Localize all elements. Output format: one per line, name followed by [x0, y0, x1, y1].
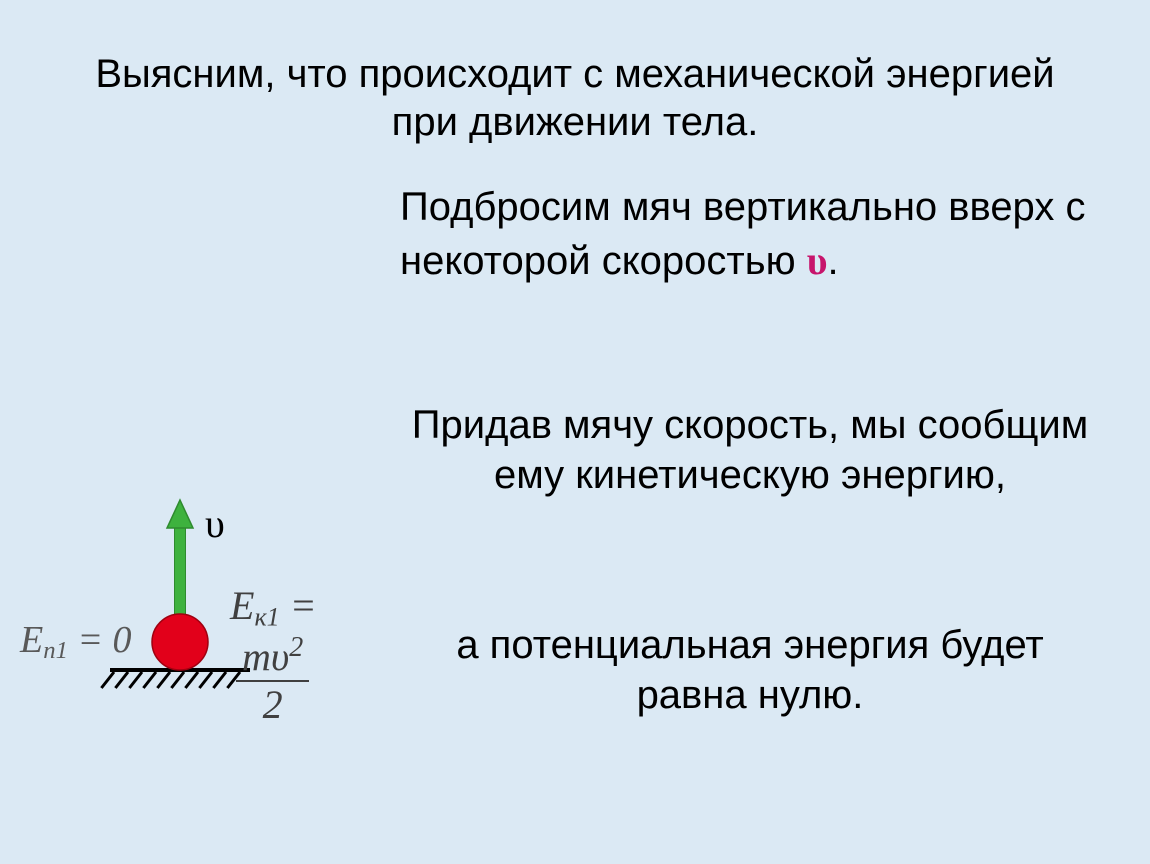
ek-sub: к1: [254, 603, 279, 632]
ep-rhs: = 0: [68, 619, 132, 661]
para1-pre: Подбросим мяч вертикально вверх с некото…: [400, 185, 1085, 283]
ek-den: 2: [236, 682, 309, 726]
velocity-label: υ: [205, 500, 225, 547]
ek-eq: =: [280, 583, 317, 628]
ep-sub: п1: [43, 637, 68, 664]
paragraph-1: Подбросим мяч вертикально вверх с некото…: [400, 180, 1100, 288]
ep-formula: Eп1 = 0: [20, 618, 132, 665]
ek-num-exp: 2: [289, 632, 303, 663]
ek-num-m: m: [242, 634, 271, 679]
para1-post: .: [827, 239, 838, 283]
ek-formula: Eк1 = mυ2 2: [230, 582, 390, 726]
velocity-symbol-inline: υ: [807, 238, 828, 283]
ek-num-v: υ: [271, 634, 289, 679]
paragraph-3: а потенциальная энергия будет равна нулю…: [400, 620, 1100, 720]
page-title: Выясним, что происходит с механической э…: [60, 50, 1090, 146]
ep-E: E: [20, 619, 43, 661]
physics-diagram: υ Eп1 = 0 Eк1 = mυ22: [20, 470, 390, 770]
paragraph-2: Придав мячу скорость, мы сообщим ему кин…: [400, 400, 1100, 500]
ek-fraction: mυ2 2: [236, 633, 309, 726]
ek-E: E: [230, 583, 254, 628]
